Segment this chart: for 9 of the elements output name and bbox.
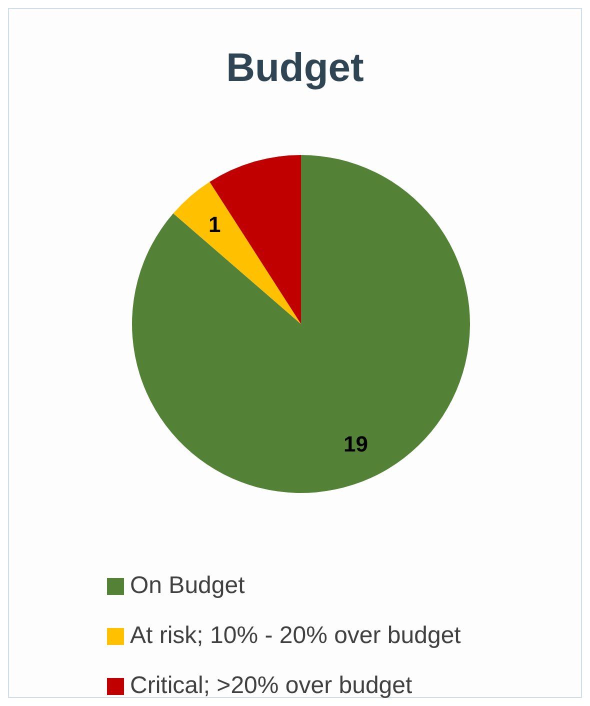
data-label: 1: [208, 212, 221, 237]
pie-slice: [173, 182, 301, 324]
legend-label: Critical; >20% over budget: [130, 672, 412, 700]
legend-label: On Budget: [130, 572, 245, 600]
pie-slice: [132, 155, 470, 493]
data-label: 19: [344, 431, 368, 456]
pie-slice: [210, 155, 301, 324]
legend-label: At risk; 10% - 20% over budget: [130, 622, 461, 650]
chart-title: Budget: [225, 44, 365, 92]
